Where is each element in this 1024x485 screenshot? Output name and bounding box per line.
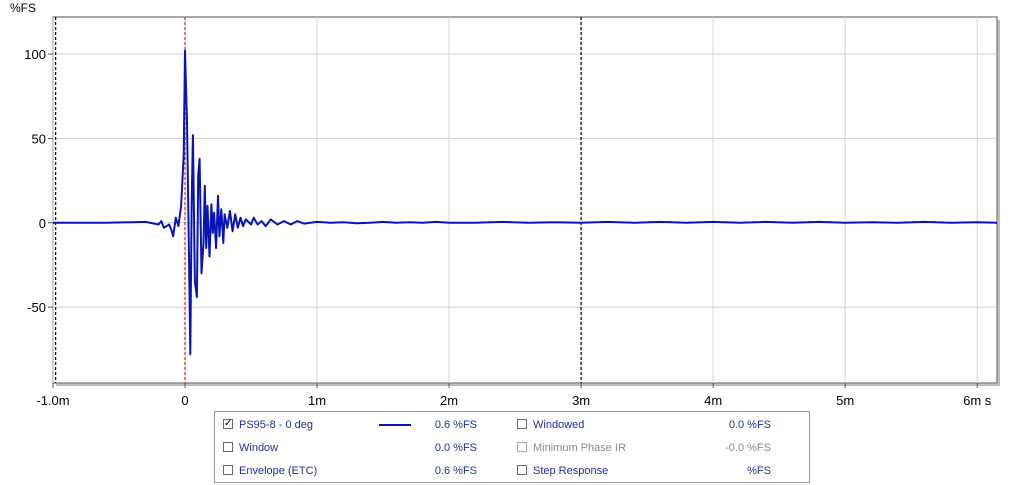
- series: [53, 49, 998, 356]
- x-tick-label: 2m: [440, 393, 458, 408]
- legend-label: Envelope (ETC): [239, 465, 318, 477]
- legend-value: 0.0 %FS: [434, 442, 477, 454]
- x-tick-label: 5m: [836, 393, 854, 408]
- x-tick-label: 6m s: [963, 393, 992, 408]
- x-tick-label: -1.0m: [36, 393, 69, 408]
- x-tick-label: 0: [181, 393, 188, 408]
- legend-checkbox: [517, 442, 527, 452]
- legend-label: Minimum Phase IR: [533, 442, 626, 454]
- legend: ✓ PS95-8 - 0 deg 0.6 %FS Windowed 0.0 %FS Win…: [214, 411, 810, 483]
- legend-label: Step Response: [533, 465, 609, 477]
- legend-value: 0.0 %FS: [728, 419, 771, 431]
- legend-checkbox[interactable]: [223, 442, 233, 452]
- legend-item: Envelope (ETC) 0.6 %FS: [223, 463, 477, 479]
- legend-item: ✓ PS95-8 - 0 deg 0.6 %FS: [223, 417, 477, 433]
- y-tick-label: 0: [39, 216, 46, 231]
- legend-item: Windowed 0.0 %FS: [517, 417, 771, 433]
- y-tick-label: 50: [32, 131, 46, 146]
- legend-label: Window: [239, 442, 279, 454]
- legend-item: Window 0.0 %FS: [223, 440, 477, 456]
- legend-checkbox[interactable]: [517, 465, 527, 475]
- legend-checkbox[interactable]: ✓: [223, 418, 233, 429]
- legend-checkbox[interactable]: [517, 419, 527, 429]
- y-axis-title: %FS: [10, 1, 36, 15]
- legend-value: -0.0 %FS: [725, 442, 771, 454]
- x-tick-label: 3m: [572, 393, 590, 408]
- y-tick-label: 100: [24, 47, 46, 62]
- legend-line-swatch: [379, 424, 411, 426]
- series-line: [53, 49, 998, 356]
- legend-value: %FS: [747, 465, 771, 477]
- legend-label: PS95-8 - 0 deg: [239, 419, 313, 431]
- y-tick-label: -50: [27, 300, 46, 315]
- x-tick-label: 1m: [308, 393, 326, 408]
- legend-label: Windowed: [533, 419, 585, 431]
- legend-item: Minimum Phase IR -0.0 %FS: [517, 440, 771, 456]
- impulse-response-chart: -1.0m 0 1m 2m 3m 4m 5m 6m s 100 50 0 -50 %FS: [10, 1, 1000, 408]
- x-tick-label: 4m: [704, 393, 722, 408]
- legend-value: 0.6 %FS: [434, 419, 477, 431]
- legend-checkbox[interactable]: [223, 465, 233, 475]
- legend-value: 0.6 %FS: [434, 465, 477, 477]
- plot-area: [52, 16, 998, 384]
- legend-item: Step Response %FS: [517, 463, 771, 479]
